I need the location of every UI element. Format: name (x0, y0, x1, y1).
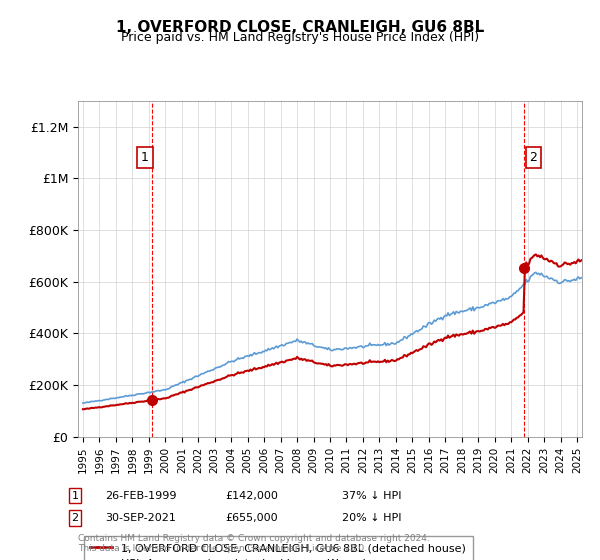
Legend: 1, OVERFORD CLOSE, CRANLEIGH, GU6 8BL (detached house), HPI: Average price, deta: 1, OVERFORD CLOSE, CRANLEIGH, GU6 8BL (d… (83, 536, 473, 560)
Text: 1: 1 (141, 151, 149, 164)
Text: 2: 2 (71, 513, 79, 523)
Text: £655,000: £655,000 (225, 513, 278, 523)
Text: Price paid vs. HM Land Registry's House Price Index (HPI): Price paid vs. HM Land Registry's House … (121, 31, 479, 44)
Text: Contains HM Land Registry data © Crown copyright and database right 2024.
This d: Contains HM Land Registry data © Crown c… (78, 534, 430, 553)
Text: 30-SEP-2021: 30-SEP-2021 (105, 513, 176, 523)
Text: 37% ↓ HPI: 37% ↓ HPI (342, 491, 401, 501)
Text: 1: 1 (71, 491, 79, 501)
Text: 26-FEB-1999: 26-FEB-1999 (105, 491, 176, 501)
Text: 2: 2 (529, 151, 538, 164)
Text: 1, OVERFORD CLOSE, CRANLEIGH, GU6 8BL: 1, OVERFORD CLOSE, CRANLEIGH, GU6 8BL (116, 20, 484, 35)
Text: £142,000: £142,000 (225, 491, 278, 501)
Text: 20% ↓ HPI: 20% ↓ HPI (342, 513, 401, 523)
